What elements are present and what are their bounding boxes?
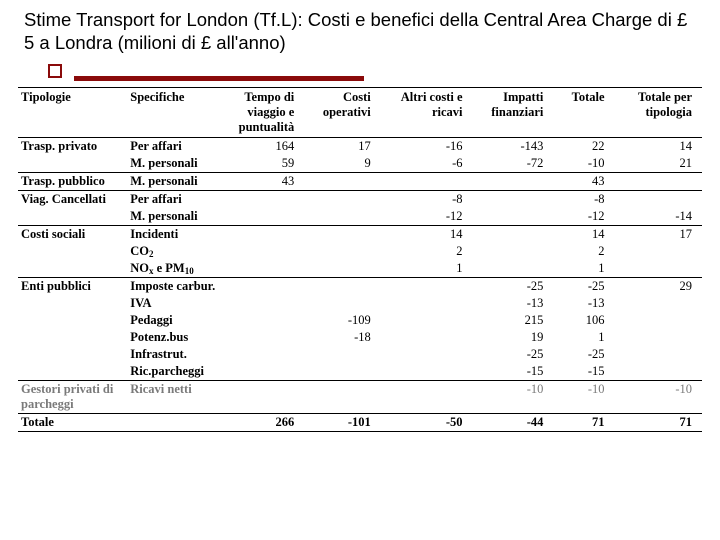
section-label <box>18 208 127 226</box>
col-altri: Altri costi e ricavi <box>381 88 473 138</box>
spec-cell: Potenz.bus <box>127 329 219 346</box>
table-row: Enti pubbliciImposte carbur.-25-2529 <box>18 278 702 296</box>
total-label: Totale <box>18 414 127 432</box>
total-row: Totale266-101-50-447171 <box>18 414 702 432</box>
section-label: Trasp. pubblico <box>18 173 127 191</box>
slide: Stime Transport for London (Tf.L): Costi… <box>0 0 720 540</box>
spec-cell: Pedaggi <box>127 312 219 329</box>
section-label <box>18 329 127 346</box>
section-label: Viag. Cancellati <box>18 191 127 209</box>
table-row-gray: Gestori privati di parcheggiRicavi netti… <box>18 381 702 414</box>
spec-cell: IVA <box>127 295 219 312</box>
table-container: Tipologie Specifiche Tempo di viaggio e … <box>18 87 702 432</box>
header-row: Tipologie Specifiche Tempo di viaggio e … <box>18 88 702 138</box>
spec-cell: M. personali <box>127 155 219 173</box>
col-tipologie: Tipologie <box>18 88 127 138</box>
section-label: Costi sociali <box>18 226 127 244</box>
spec-cell: Ric.parcheggi <box>127 363 219 381</box>
table-row: Ric.parcheggi-15-15 <box>18 363 702 381</box>
table-row: Pedaggi-109215106 <box>18 312 702 329</box>
section-label: Gestori privati di parcheggi <box>18 381 127 414</box>
section-label <box>18 155 127 173</box>
table-row: Costi socialiIncidenti141417 <box>18 226 702 244</box>
table-row: IVA-13-13 <box>18 295 702 312</box>
bullet-square-icon <box>48 64 62 78</box>
section-label <box>18 260 127 278</box>
table-row: Infrastrut.-25-25 <box>18 346 702 363</box>
section-label: Trasp. privato <box>18 138 127 156</box>
table-row: M. personali-12-12-14 <box>18 208 702 226</box>
col-specifiche: Specifiche <box>127 88 219 138</box>
spec-cell: Per affari <box>127 138 219 156</box>
table-row: Trasp. privatoPer affari16417-16-1432214 <box>18 138 702 156</box>
spec-cell: CO2 <box>127 243 219 260</box>
spec-cell: M. personali <box>127 208 219 226</box>
col-costi-op: Costi operativi <box>304 88 380 138</box>
col-tot-tip: Totale per tipologia <box>615 88 702 138</box>
title-underline <box>74 76 364 81</box>
slide-title: Stime Transport for London (Tf.L): Costi… <box>24 8 702 54</box>
table-row: CO222 <box>18 243 702 260</box>
spec-cell: Incidenti <box>127 226 219 244</box>
table-row: M. personali599-6-72-1021 <box>18 155 702 173</box>
spec-cell: NOx e PM10 <box>127 260 219 278</box>
table-body: Trasp. privatoPer affari16417-16-1432214… <box>18 138 702 432</box>
spec-cell: Imposte carbur. <box>127 278 219 296</box>
section-label: Enti pubblici <box>18 278 127 296</box>
table-row: Trasp. pubblicoM. personali4343 <box>18 173 702 191</box>
cost-benefit-table: Tipologie Specifiche Tempo di viaggio e … <box>18 87 702 432</box>
title-underline-row <box>48 64 702 81</box>
section-label <box>18 346 127 363</box>
section-label <box>18 295 127 312</box>
table-row: Potenz.bus-18191 <box>18 329 702 346</box>
spec-cell: Ricavi netti <box>127 381 219 414</box>
col-tempo: Tempo di viaggio e puntualità <box>219 88 304 138</box>
col-impatti: Impatti finanziari <box>473 88 554 138</box>
section-label <box>18 363 127 381</box>
spec-cell: M. personali <box>127 173 219 191</box>
section-label <box>18 243 127 260</box>
spec-cell: Per affari <box>127 191 219 209</box>
col-totale: Totale <box>553 88 614 138</box>
spec-cell: Infrastrut. <box>127 346 219 363</box>
table-row: Viag. CancellatiPer affari-8-8 <box>18 191 702 209</box>
table-row: NOx e PM1011 <box>18 260 702 278</box>
section-label <box>18 312 127 329</box>
